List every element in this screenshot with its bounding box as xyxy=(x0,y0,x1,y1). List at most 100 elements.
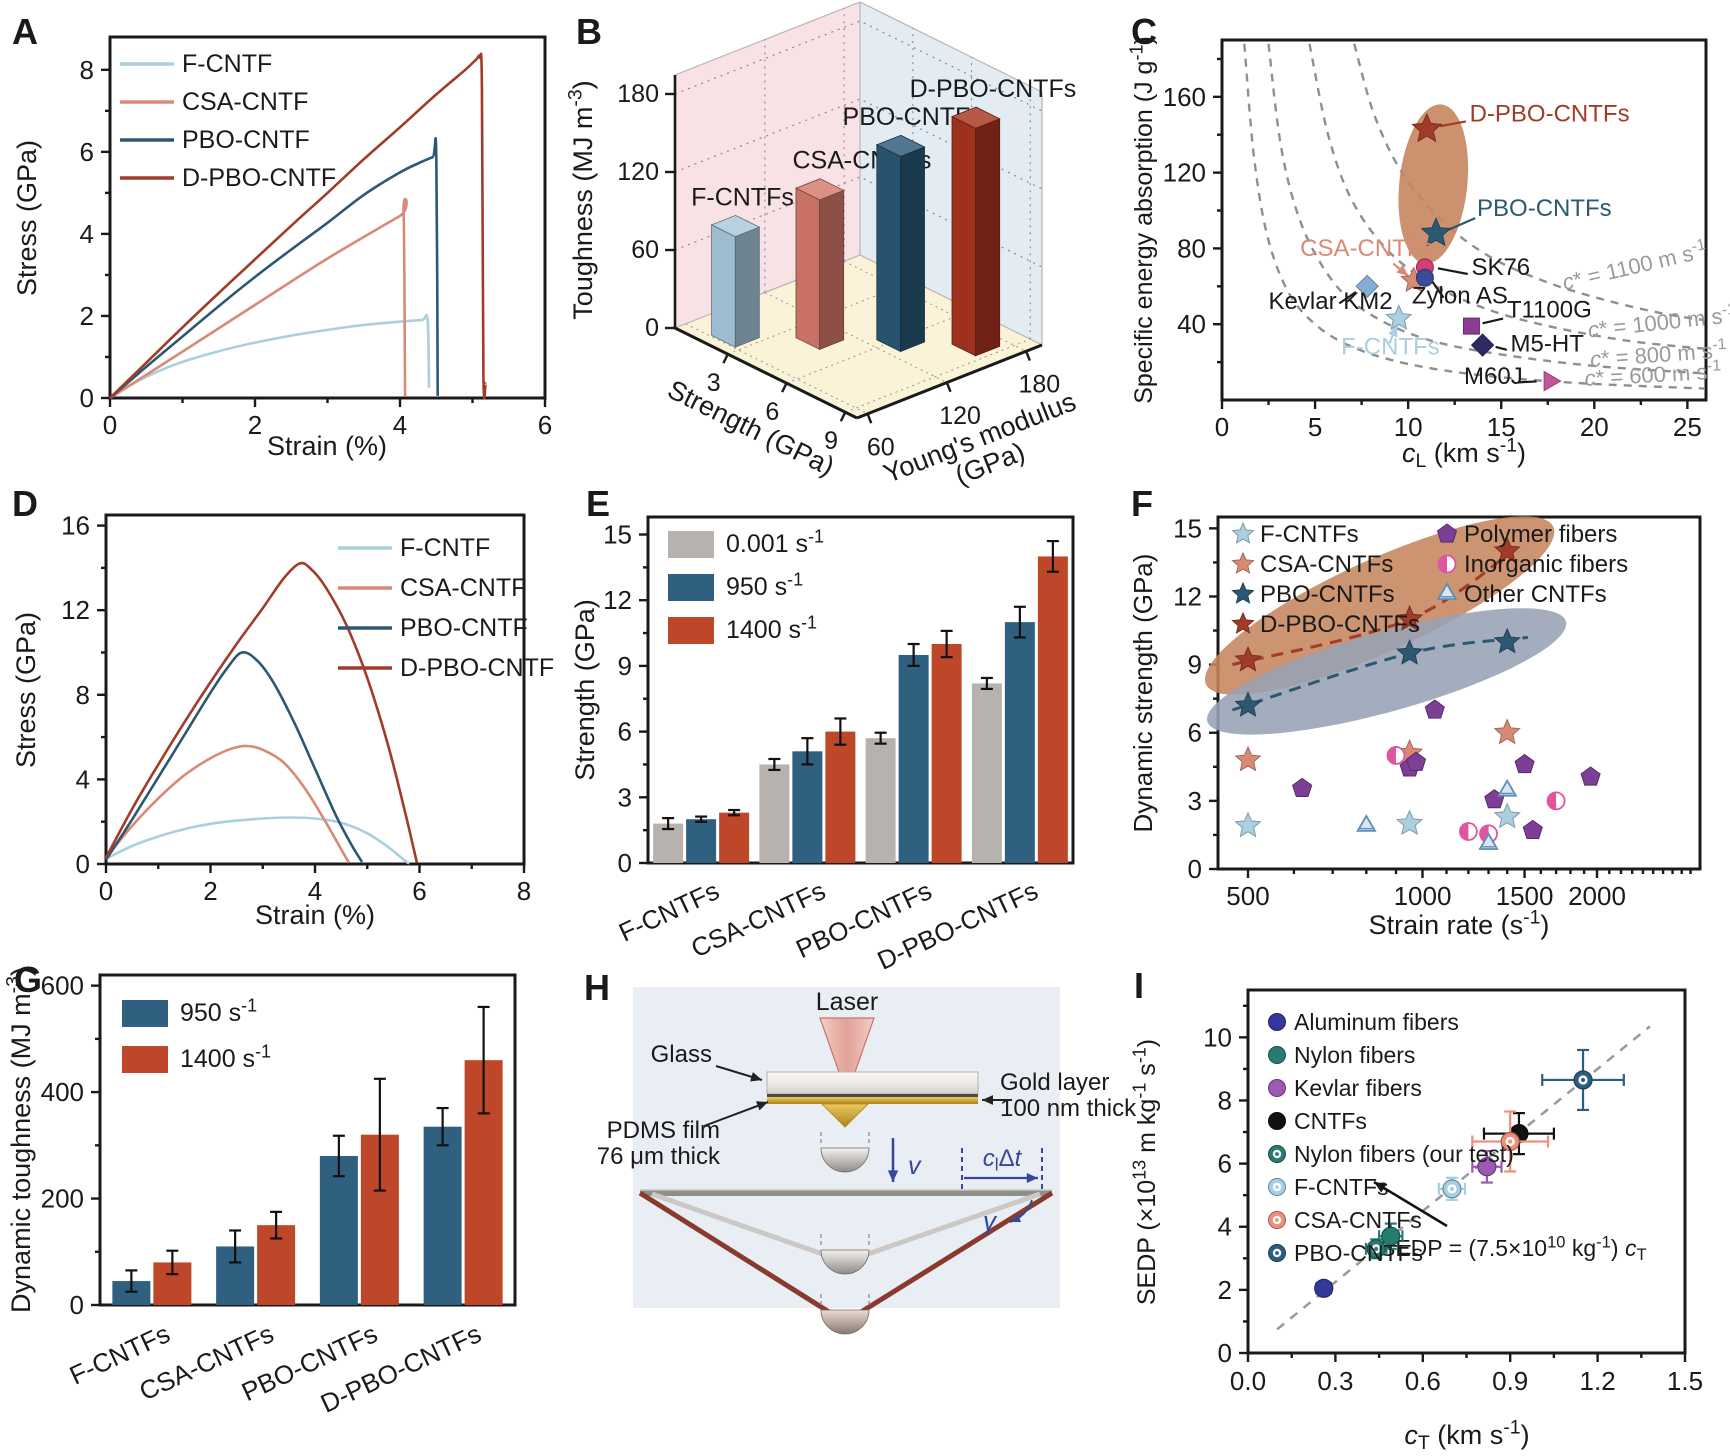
y-tick-label: 6 xyxy=(80,137,94,167)
dark-interface xyxy=(767,1094,978,1097)
x-axis-title: Strain rate (s-1) xyxy=(1369,907,1550,940)
modulus-tick xyxy=(945,382,952,393)
panel-letter-C: C xyxy=(1131,11,1157,52)
strength-tick-label: 3 xyxy=(707,369,721,397)
point-D-PBO-CNTFs xyxy=(1395,604,1424,631)
point-Other CNTFs xyxy=(1356,814,1377,832)
x-tick-label: 5 xyxy=(1308,412,1322,442)
panel-letter-B: B xyxy=(576,11,602,52)
series-F-CNTF xyxy=(109,313,431,400)
legend-label-F-CNTFs: F-CNTFs xyxy=(1294,1174,1389,1200)
legend-marker-Polymer fibers xyxy=(1436,523,1458,543)
point-Inorganic fibers-half xyxy=(1547,792,1557,810)
y-tick-label: 200 xyxy=(41,1184,84,1214)
legend-label-Nylon fibers (our test): Nylon fibers (our test) xyxy=(1294,1141,1514,1167)
legend-marker-Inorganic fibers-half xyxy=(1438,555,1447,573)
y-tick-label: 9 xyxy=(1188,650,1202,680)
series-PBO-CNTF xyxy=(104,650,364,863)
point-Other CNTFs xyxy=(1496,778,1518,797)
ct-arrow-head xyxy=(1026,1173,1038,1183)
legend-core-CSA-CNTFs xyxy=(1275,1218,1279,1222)
projectile-deep xyxy=(820,1309,870,1335)
x-tick-label: 0 xyxy=(99,876,113,906)
bar-left-F-CNTFs xyxy=(711,224,736,348)
point-M60J xyxy=(1543,370,1562,392)
glass-slab xyxy=(766,1071,979,1095)
callout-M60J xyxy=(1517,380,1537,384)
series-CSA-CNTF xyxy=(109,197,408,400)
y-tick-label: 9 xyxy=(618,651,632,681)
strength-tick-label: 6 xyxy=(765,398,779,426)
y-tick-label: 12 xyxy=(1173,581,1202,611)
panel-letter-I: I xyxy=(1134,965,1144,1006)
callout-Zylon AS xyxy=(1431,280,1445,299)
y-tick-label: 15 xyxy=(603,520,632,550)
point-label-M60J: M60J xyxy=(1464,363,1523,390)
axis-frame xyxy=(98,973,517,1307)
point-Other CNTFs xyxy=(1478,832,1499,850)
bar-right-PBO-CNTFs xyxy=(900,146,925,353)
bar-D-PBO-CNTFs-950 s^{-1} xyxy=(1004,622,1035,863)
y-tick-label: 6 xyxy=(618,717,632,747)
film-flat xyxy=(640,1190,1052,1196)
point-T1100G xyxy=(1462,317,1480,335)
gold-label-line2: 100 nm thick xyxy=(1000,1095,1137,1122)
x-axis-title: cL (km s-1) xyxy=(1402,435,1526,472)
legend-label-D-PBO-CNTF: D-PBO-CNTF xyxy=(400,654,554,682)
y-tick-label: 0 xyxy=(1218,1338,1232,1368)
x-tick-label: 25 xyxy=(1673,412,1702,442)
panel-letter-F: F xyxy=(1131,483,1153,524)
contour-2 xyxy=(1308,43,1704,350)
y-axis-title: Stress (GPa) xyxy=(11,612,41,768)
modulus-tick xyxy=(1025,350,1031,361)
box-edge xyxy=(674,1,861,76)
callout-arrow-CSA-CNTFs-head xyxy=(1396,264,1409,276)
bar-PBO-CNTFs-950 s^{-1} xyxy=(898,654,929,863)
panel-a: 0 2 4 6 0 2 4 6 8 Strain (%) Stress (GPa) F-CNTF CSA… xyxy=(12,11,552,461)
point-Polymer fibers xyxy=(1522,819,1543,839)
point-F-CNTFs xyxy=(1395,809,1424,836)
bar-top-D-PBO-CNTFs xyxy=(951,106,1001,129)
y-tick-label: 4 xyxy=(76,764,90,794)
velocity-label: v xyxy=(908,1152,922,1180)
point-label-Zylon AS: Zylon AS xyxy=(1412,282,1508,309)
legend-label-Kevlar fibers: Kevlar fibers xyxy=(1294,1075,1422,1101)
y-tick-label: 12 xyxy=(61,595,90,625)
point-D-PBO-CNTFs xyxy=(1411,112,1443,143)
callout-M5-HT xyxy=(1495,345,1508,351)
bar-label-D-PBO-CNTFs: D-PBO-CNTFs xyxy=(910,75,1077,103)
y-tick-label: 0 xyxy=(80,383,94,413)
x-tick-label: 10 xyxy=(1394,412,1423,442)
point-D-PBO-CNTFs xyxy=(1493,536,1521,563)
ct-label: clΔt xyxy=(983,1145,1023,1174)
legend-marker-D-PBO-CNTFs xyxy=(1231,611,1255,634)
callout-D-PBO-CNTFs xyxy=(1439,120,1467,128)
y-tick-label: 160 xyxy=(1163,82,1206,112)
z-axis-title: Toughness (MJ m-3) xyxy=(565,80,598,319)
point-label-CSA-CNTFs: CSA-CNTFs xyxy=(1300,235,1433,262)
legend-label-0.001 s^{-1}: 0.001 s-1 xyxy=(726,527,824,559)
legend-label-CSA-CNTF: CSA-CNTF xyxy=(182,88,308,116)
modulus-tick xyxy=(866,413,873,424)
glass-arrow-head xyxy=(750,1072,762,1082)
modulus-tick-label: 60 xyxy=(867,433,895,461)
legend-marker-Aluminum fibers xyxy=(1268,1013,1286,1031)
x-tick-label: 1000 xyxy=(1394,881,1452,911)
y-axis-title: Strength (GPa) xyxy=(570,599,600,781)
x-tick-label: 6 xyxy=(412,876,426,906)
fit-annotation-arrow xyxy=(1373,1180,1448,1228)
y-tick-label: 400 xyxy=(41,1077,84,1107)
fit-equation: SEDP = (7.5×1010 kg-1) cT xyxy=(1380,1232,1647,1264)
point-CSA-CNTFs xyxy=(1493,718,1521,745)
legend-label-1400 s^{-1}: 1400 s-1 xyxy=(180,1042,271,1074)
legend-label-Polymer fibers: Polymer fibers xyxy=(1464,521,1617,548)
gold-layer xyxy=(767,1097,978,1104)
y-tick-label: 2 xyxy=(1218,1275,1232,1305)
y-tick-label: 12 xyxy=(603,585,632,615)
point-Polymer fibers xyxy=(1424,699,1445,719)
legend-marker-F-CNTFs xyxy=(1231,521,1255,544)
y-tick-label: 8 xyxy=(76,680,90,710)
point-Polymer fibers xyxy=(1514,753,1535,774)
